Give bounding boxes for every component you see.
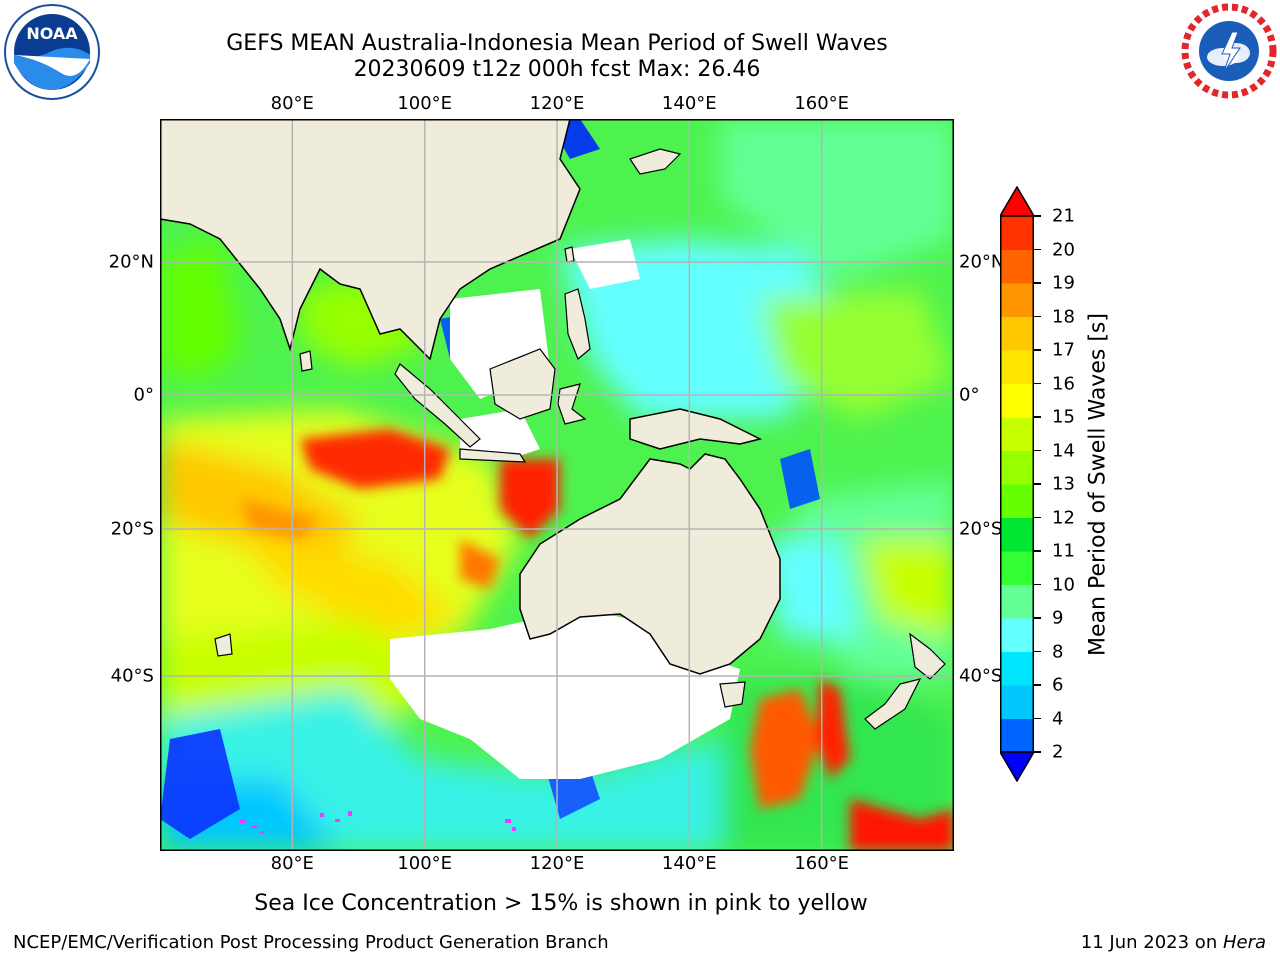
colorbar-tick	[1034, 550, 1041, 552]
colorbar-tick-label: 12	[1052, 507, 1075, 528]
lon-tick-bottom: 100°E	[397, 853, 453, 874]
colorbar-tick-label: 14	[1052, 440, 1075, 461]
colorbar-tick	[1034, 215, 1041, 217]
colorbar-tick-label: 2	[1052, 741, 1064, 763]
colorbar-tick	[1034, 483, 1041, 485]
lat-tick-left: 40°S	[110, 665, 154, 687]
colorbar-tick	[1034, 684, 1041, 686]
colorbar-tick-label: 13	[1052, 473, 1075, 495]
colorbar-tick-label: 11	[1052, 540, 1075, 562]
footer-host: Hera	[1222, 932, 1266, 953]
nws-logo	[1181, 3, 1277, 99]
colorbar-tick	[1034, 416, 1041, 418]
colorbar-tick-label: 20	[1052, 239, 1075, 260]
colorbar-frame	[1000, 215, 1034, 753]
colorbar-band	[1000, 584, 1034, 619]
colorbar-band	[1000, 350, 1034, 384]
footer-date: 11 Jun 2023 on Hera	[1081, 932, 1266, 953]
colorbar-tick	[1034, 315, 1041, 317]
colorbar-tick-label: 21	[1052, 205, 1075, 227]
lon-tick-bottom: 120°E	[529, 853, 585, 874]
lat-tick-left: 20°S	[110, 518, 154, 540]
colorbar-tick	[1034, 751, 1041, 753]
colorbar-band	[1000, 484, 1034, 518]
colorbar-tick-label: 19	[1052, 272, 1075, 294]
colorbar-title: Mean Period of Swell Waves [s]	[1085, 313, 1111, 656]
footer-credit: NCEP/EMC/Verification Post Processing Pr…	[13, 932, 609, 953]
colorbar-band	[1000, 651, 1034, 686]
colorbar-band	[1000, 618, 1034, 652]
colorbar-tick	[1034, 717, 1041, 719]
colorbar-band	[1000, 450, 1034, 485]
map-title: GEFS MEAN Australia-Indonesia Mean Perio…	[226, 31, 888, 56]
colorbar-band	[1000, 383, 1034, 418]
colorbar-tick-label: 18	[1052, 306, 1075, 327]
colorbar-tick-label: 10	[1052, 574, 1075, 595]
colorbar-tick	[1034, 650, 1041, 652]
colorbar-band	[1000, 718, 1034, 753]
swell-period-map	[160, 119, 954, 851]
lon-tick-bottom: 140°E	[661, 853, 717, 874]
colorbar-band	[1000, 283, 1034, 317]
colorbar-band	[1000, 517, 1034, 552]
graticule	[160, 119, 954, 851]
colorbar-tick	[1034, 282, 1041, 284]
colorbar-tick-label: 6	[1052, 674, 1064, 696]
colorbar-tick	[1034, 248, 1041, 250]
lon-tick-top: 80°E	[270, 93, 314, 114]
colorbar-tick	[1034, 516, 1041, 518]
lon-tick-bottom: 80°E	[270, 853, 314, 874]
colorbar-tick-label: 16	[1052, 373, 1075, 394]
colorbar-band	[1000, 216, 1034, 250]
colorbar-tick	[1034, 349, 1041, 351]
map-subtitle: 20230609 t12z 000h fcst Max: 26.46	[353, 57, 761, 82]
lat-tick-left: 20°N	[108, 251, 154, 273]
sea-ice-note: Sea Ice Concentration > 15% is shown in …	[254, 891, 868, 916]
noaa-logo: NOAA	[4, 4, 100, 100]
colorbar-extend-min	[1000, 751, 1034, 782]
colorbar-band	[1000, 249, 1034, 284]
lat-tick-right: 20°S	[959, 518, 1003, 540]
colorbar-band	[1000, 316, 1034, 351]
colorbar-tick-label: 17	[1052, 339, 1075, 361]
colorbar-tick	[1034, 617, 1041, 619]
colorbar-tick-label: 9	[1052, 607, 1064, 629]
lat-tick-left: 0°	[133, 384, 154, 406]
svg-text:NOAA: NOAA	[26, 24, 78, 43]
lon-tick-top: 160°E	[794, 93, 850, 114]
lon-tick-bottom: 160°E	[794, 853, 850, 874]
colorbar-tick-label: 4	[1052, 708, 1064, 729]
lat-tick-right: 20°N	[959, 251, 1005, 273]
colorbar-band	[1000, 685, 1034, 719]
lon-tick-top: 120°E	[529, 93, 585, 114]
colorbar-tick	[1034, 382, 1041, 384]
lon-tick-top: 100°E	[397, 93, 453, 114]
colorbar	[1000, 186, 1034, 782]
colorbar-band	[1000, 417, 1034, 451]
colorbar-extend-max	[1000, 186, 1034, 217]
footer-date-text: 11 Jun 2023 on	[1080, 932, 1223, 953]
colorbar-tick-label: 8	[1052, 641, 1064, 662]
lat-tick-right: 40°S	[959, 665, 1003, 687]
colorbar-tick	[1034, 583, 1041, 585]
map-frame	[160, 119, 954, 851]
lat-tick-right: 0°	[959, 384, 980, 406]
lon-tick-top: 140°E	[661, 93, 717, 114]
colorbar-tick-label: 15	[1052, 406, 1075, 428]
colorbar-tick	[1034, 449, 1041, 451]
colorbar-band	[1000, 551, 1034, 585]
